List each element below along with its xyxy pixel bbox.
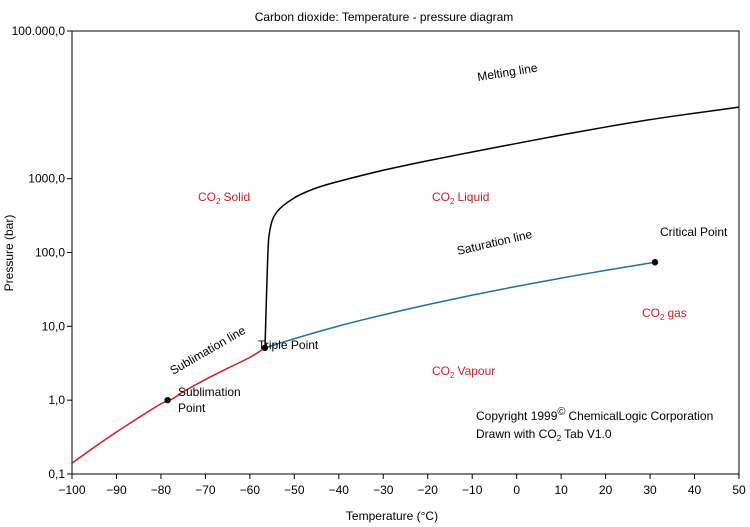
x-tick-label: −20 (418, 483, 439, 497)
y-tick-label: 1,0 (48, 393, 65, 407)
chart-title: Carbon dioxide: Temperature - pressure d… (255, 10, 514, 24)
x-axis-ticks: −100 −90 −80 −70 −60 −50 −40 −30 −20 −10 0 10 20 30 40… (58, 474, 746, 497)
y-tick-label: 100.000,0 (12, 24, 66, 38)
y-axis-label: Pressure (bar) (2, 215, 16, 292)
region-co2-liquid: CO2 Liquid (432, 190, 489, 206)
sublimation-line-label: Sublimation line (168, 323, 249, 378)
y-tick-label: 100,0 (35, 246, 65, 260)
y-tick-label: 10,0 (42, 319, 66, 333)
triple-point-marker (261, 344, 269, 352)
sublimation-point-label-line2: Point (178, 401, 206, 415)
y-tick-label: 0,1 (48, 467, 65, 481)
melting-line-label: Melting line (476, 61, 538, 84)
y-axis-ticks: 0,1 1,0 10,0 100,0 1000,0 100.000,0 (12, 24, 72, 481)
x-axis-label: Temperature (°C) (346, 509, 438, 523)
x-tick-label: 40 (688, 483, 702, 497)
saturation-line-label: Saturation line (456, 227, 534, 258)
region-co2-vapour: CO2 Vapour (432, 364, 495, 380)
melting-line (264, 106, 740, 348)
sublimation-point-label-line1: Sublimation (178, 385, 241, 399)
critical-point-marker (651, 259, 659, 266)
plot-frame (71, 30, 740, 475)
points-layer (164, 259, 659, 404)
x-tick-label: −60 (240, 483, 261, 497)
x-tick-label: −10 (462, 483, 483, 497)
x-tick-label: −30 (373, 483, 394, 497)
x-tick-label: −70 (195, 483, 216, 497)
critical-point-label: Critical Point (660, 225, 728, 239)
triple-point-label: Triple Point (258, 338, 319, 352)
x-tick-label: 20 (599, 483, 613, 497)
x-tick-label: −100 (58, 483, 85, 497)
saturation-line (264, 261, 656, 349)
x-tick-label: −80 (151, 483, 172, 497)
x-tick-label: 30 (643, 483, 657, 497)
x-tick-label: −50 (284, 483, 305, 497)
y-tick-label: 1000,0 (28, 172, 65, 186)
region-co2-solid: CO2 Solid (198, 190, 250, 206)
x-tick-label: −40 (329, 483, 350, 497)
sublimation-line (71, 347, 266, 464)
region-co2-gas: CO2 gas (642, 306, 687, 322)
sublimation-point-marker (164, 396, 171, 404)
x-tick-label: 10 (554, 483, 568, 497)
x-tick-label: 0 (513, 483, 520, 497)
x-tick-label: 50 (732, 483, 746, 497)
copyright-line-2: Drawn with CO2 Tab V1.0 (476, 427, 612, 443)
x-tick-label: −90 (106, 483, 127, 497)
series-layer (71, 106, 740, 464)
copyright-line-1: Copyright 1999© ChemicalLogic Corporation (476, 406, 713, 423)
